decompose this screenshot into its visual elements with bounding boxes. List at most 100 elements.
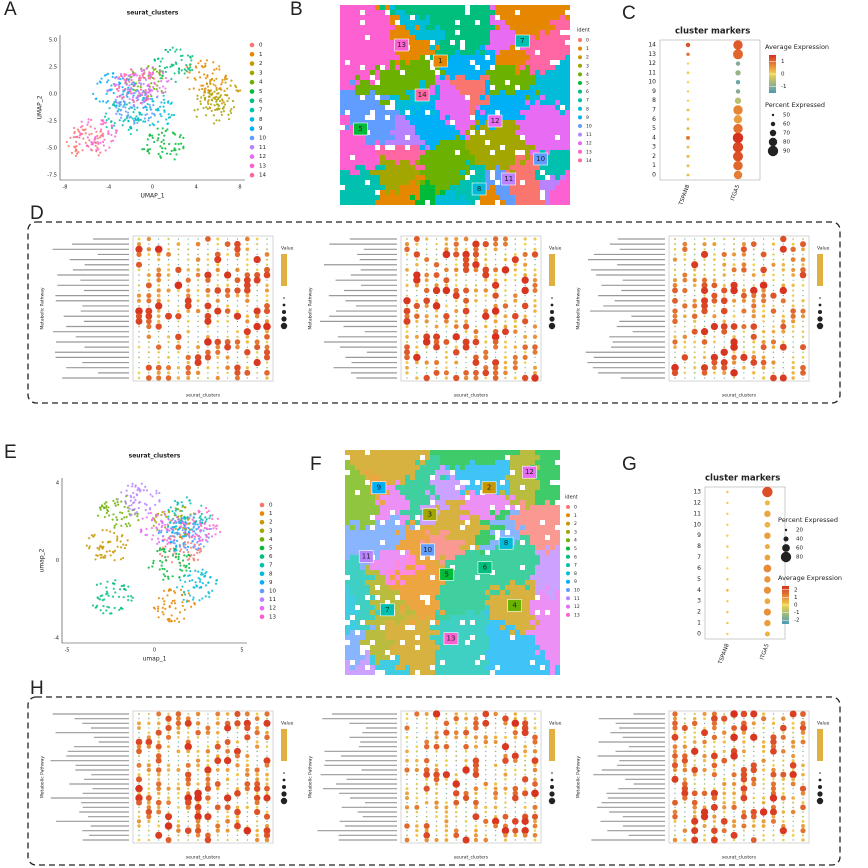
spot — [440, 120, 445, 125]
cell-point — [203, 91, 207, 94]
cell-point — [171, 599, 174, 603]
spot — [340, 140, 345, 145]
spot — [435, 165, 440, 170]
cell-point — [152, 104, 155, 107]
spot — [450, 125, 455, 130]
cell-point — [173, 590, 176, 593]
spot — [500, 450, 505, 455]
spot — [490, 615, 495, 620]
spot — [555, 40, 560, 45]
cell-point — [124, 106, 127, 109]
spot — [360, 525, 365, 530]
cell-point — [171, 46, 174, 49]
spot — [465, 50, 470, 55]
spot — [345, 140, 350, 145]
legend-swatch — [259, 605, 265, 611]
spot — [360, 90, 365, 95]
spot — [510, 80, 515, 85]
cell-point — [162, 98, 166, 101]
spot — [490, 200, 495, 205]
spot — [535, 130, 540, 135]
spot — [485, 510, 490, 515]
spot — [445, 155, 450, 160]
spot — [445, 15, 450, 20]
cell-point — [209, 103, 213, 106]
spot — [525, 95, 530, 100]
spot — [535, 65, 540, 70]
spot — [345, 65, 350, 70]
spot — [490, 185, 495, 190]
spot — [450, 90, 455, 95]
cell-point — [187, 518, 190, 521]
cell-point — [187, 599, 191, 603]
spot — [395, 670, 400, 675]
cell-point — [123, 505, 126, 509]
cell-point — [196, 97, 199, 101]
spot — [480, 610, 485, 615]
spot — [470, 175, 475, 180]
spot — [430, 485, 435, 490]
spot — [465, 645, 470, 650]
spot — [365, 170, 370, 175]
cell-point — [200, 84, 203, 87]
spot — [420, 635, 425, 640]
spot — [470, 495, 475, 500]
spot — [430, 460, 435, 465]
spot — [365, 575, 370, 580]
spot — [490, 125, 495, 130]
spot — [550, 175, 555, 180]
spot — [475, 585, 480, 590]
cell-point — [149, 97, 152, 101]
spot — [410, 50, 415, 55]
spot — [560, 140, 565, 145]
cell-point — [103, 515, 106, 519]
spot — [490, 140, 495, 145]
spot — [495, 110, 500, 115]
cell-point — [118, 119, 121, 122]
cell-point — [190, 528, 194, 531]
spot — [455, 495, 460, 500]
spot — [360, 565, 365, 570]
spot — [420, 35, 425, 40]
cell-point — [139, 101, 142, 105]
spot — [465, 525, 470, 530]
spot — [465, 600, 470, 605]
spot — [435, 640, 440, 645]
cell-point — [105, 529, 108, 532]
spot — [345, 200, 350, 205]
x-tick-label: 4 — [195, 185, 198, 191]
spot — [345, 455, 350, 460]
cell-point — [120, 491, 123, 494]
cell-point — [165, 118, 168, 121]
spot — [355, 55, 360, 60]
spot — [440, 35, 445, 40]
spot — [490, 625, 495, 630]
cluster-label-box — [501, 172, 517, 186]
spot — [485, 190, 490, 195]
cell-point — [178, 535, 181, 538]
spot — [455, 660, 460, 665]
spot — [370, 495, 375, 500]
cell-point — [137, 486, 140, 490]
spot — [470, 90, 475, 95]
spot — [550, 170, 555, 175]
spot — [365, 40, 370, 45]
cluster-label: 1 — [438, 57, 442, 65]
spot — [375, 190, 380, 195]
spot — [395, 485, 400, 490]
spot — [550, 190, 555, 195]
spot — [540, 55, 545, 60]
cell-point — [98, 546, 101, 549]
cell-point — [105, 593, 108, 596]
cell-point — [189, 502, 192, 505]
cell-point — [89, 148, 93, 151]
spot — [355, 610, 360, 615]
spot — [375, 455, 380, 460]
spot — [455, 565, 460, 570]
spot — [510, 95, 515, 100]
cell-point — [116, 537, 119, 540]
cell-point — [207, 102, 210, 105]
cell-point — [205, 82, 209, 86]
spot — [340, 170, 345, 175]
cell-point — [201, 597, 204, 600]
